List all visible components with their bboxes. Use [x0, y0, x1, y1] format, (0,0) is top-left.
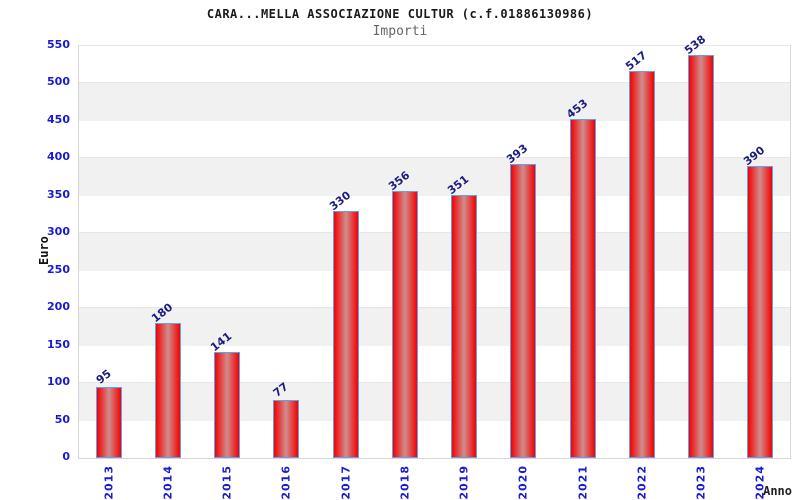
bar-value-label: 390	[741, 143, 768, 168]
x-tick-label: 2015	[220, 465, 234, 500]
bar-slot: 356 2018	[375, 46, 434, 500]
bar-slot: 351 2019	[435, 46, 494, 500]
bar-value-label: 141	[208, 330, 235, 355]
bar-value-label: 453	[563, 96, 590, 121]
y-tick-label: 100	[47, 375, 70, 389]
bar-slot: 538 2023	[672, 33, 731, 500]
y-tick-label: 350	[47, 187, 70, 201]
bar-value-label: 77	[271, 380, 292, 401]
bar-value-label: 330	[326, 188, 353, 213]
x-tick-label: 2023	[694, 465, 708, 500]
grid-band	[79, 232, 790, 271]
bar	[332, 210, 359, 458]
y-tick-label: 550	[47, 38, 70, 51]
bar	[628, 70, 655, 458]
bar-value-label: 393	[504, 141, 531, 166]
bar	[451, 195, 478, 458]
bar	[747, 165, 774, 458]
y-tick-label: 500	[47, 75, 70, 89]
y-axis: 0 50 100 150 200 250 300 350 400 450 500 550	[0, 38, 72, 463]
grid-band	[79, 382, 790, 421]
chart-title: CARA...MELLA ASSOCIAZIONE CULTUR (c.f.01…	[206, 7, 594, 21]
y-tick-label: 50	[54, 412, 70, 426]
bar-slot: 453 2021	[553, 46, 612, 500]
bar-value-label: 517	[622, 48, 650, 73]
y-tick-label: 300	[47, 225, 70, 239]
y-tick-label: 450	[47, 112, 70, 126]
bar	[95, 386, 122, 458]
y-tick-label: 0	[62, 450, 70, 463]
bar	[569, 118, 596, 458]
x-tick-label: 2019	[457, 465, 471, 500]
grid-band	[79, 45, 790, 83]
plot-area: 95 2013 180 2014 141 2015 77 2016 330 2017 356 2018…	[78, 33, 791, 500]
x-tick-label: 2022	[635, 465, 649, 500]
bar	[510, 163, 537, 458]
y-tick-label: 400	[47, 150, 70, 164]
x-tick-label: 2017	[339, 465, 353, 500]
grid-band	[79, 157, 790, 196]
x-tick-label: 2020	[516, 465, 530, 500]
bars-row: 95 2013 180 2014 141 2015 77 2016 330 2017 356 2018…	[79, 33, 790, 500]
bar-slot: 141 2015	[198, 46, 257, 500]
bar	[154, 323, 181, 458]
x-tick-label: 2013	[102, 465, 116, 500]
bar-slot: 180 2014	[138, 46, 197, 500]
bar-slot: 393 2020	[494, 46, 553, 500]
x-tick-label: 2016	[279, 465, 293, 500]
bar	[688, 55, 715, 458]
bar	[214, 352, 241, 458]
bar	[273, 400, 300, 458]
bar-slot: 95 2013	[79, 46, 138, 500]
bar-value-label: 95	[93, 366, 114, 387]
bar-slot: 390 2024	[731, 46, 790, 500]
x-tick-label: 2021	[576, 465, 590, 500]
chart-subtitle: Importi	[372, 24, 428, 39]
bar-slot: 77 2016	[257, 46, 316, 500]
grid-band	[79, 307, 790, 346]
x-tick-label: 2018	[398, 465, 412, 500]
bar-value-label: 180	[148, 300, 176, 326]
grid-band	[79, 82, 790, 121]
x-tick-label: 2014	[161, 465, 175, 500]
y-tick-label: 250	[47, 262, 70, 276]
bar-value-label: 356	[385, 169, 413, 194]
bar-value-label: 351	[445, 172, 472, 198]
bar-slot: 330 2017	[316, 46, 375, 500]
x-axis-title: Anno	[763, 484, 792, 498]
bar	[391, 191, 418, 458]
bar-slot: 517 2022	[612, 46, 671, 500]
y-tick-label: 200	[47, 300, 70, 314]
y-tick-label: 150	[47, 337, 70, 351]
